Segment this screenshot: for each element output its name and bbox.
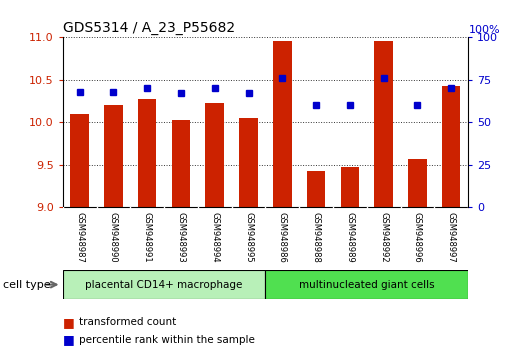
Bar	[206, 103, 224, 354]
Text: GSM948990: GSM948990	[109, 212, 118, 263]
Bar	[408, 159, 427, 354]
Text: GDS5314 / A_23_P55682: GDS5314 / A_23_P55682	[63, 21, 235, 35]
Text: GSM948993: GSM948993	[176, 212, 186, 263]
Bar	[71, 114, 89, 354]
Bar	[273, 41, 292, 354]
Text: ■: ■	[63, 333, 74, 346]
Text: cell type: cell type	[3, 280, 50, 290]
Text: GSM948997: GSM948997	[447, 212, 456, 263]
Bar	[138, 99, 156, 354]
Text: GSM948989: GSM948989	[345, 212, 355, 263]
Bar	[340, 167, 359, 354]
Text: 100%: 100%	[469, 25, 501, 35]
Text: GSM948994: GSM948994	[210, 212, 219, 263]
Text: GSM948992: GSM948992	[379, 212, 388, 263]
Text: GSM948987: GSM948987	[75, 212, 84, 263]
Text: transformed count: transformed count	[79, 317, 177, 327]
Text: multinucleated giant cells: multinucleated giant cells	[299, 280, 435, 290]
Bar	[172, 120, 190, 354]
Bar	[266, 270, 468, 299]
Text: GSM948988: GSM948988	[312, 212, 321, 263]
Text: percentile rank within the sample: percentile rank within the sample	[79, 335, 255, 345]
Text: GSM948991: GSM948991	[143, 212, 152, 263]
Text: GSM948986: GSM948986	[278, 212, 287, 263]
Bar	[374, 41, 393, 354]
Bar	[63, 270, 266, 299]
Bar	[307, 171, 325, 354]
Text: GSM948995: GSM948995	[244, 212, 253, 263]
Bar	[442, 86, 460, 354]
Text: GSM948996: GSM948996	[413, 212, 422, 263]
Text: placental CD14+ macrophage: placental CD14+ macrophage	[85, 280, 243, 290]
Bar	[104, 105, 123, 354]
Text: ■: ■	[63, 316, 74, 329]
Bar	[239, 118, 258, 354]
